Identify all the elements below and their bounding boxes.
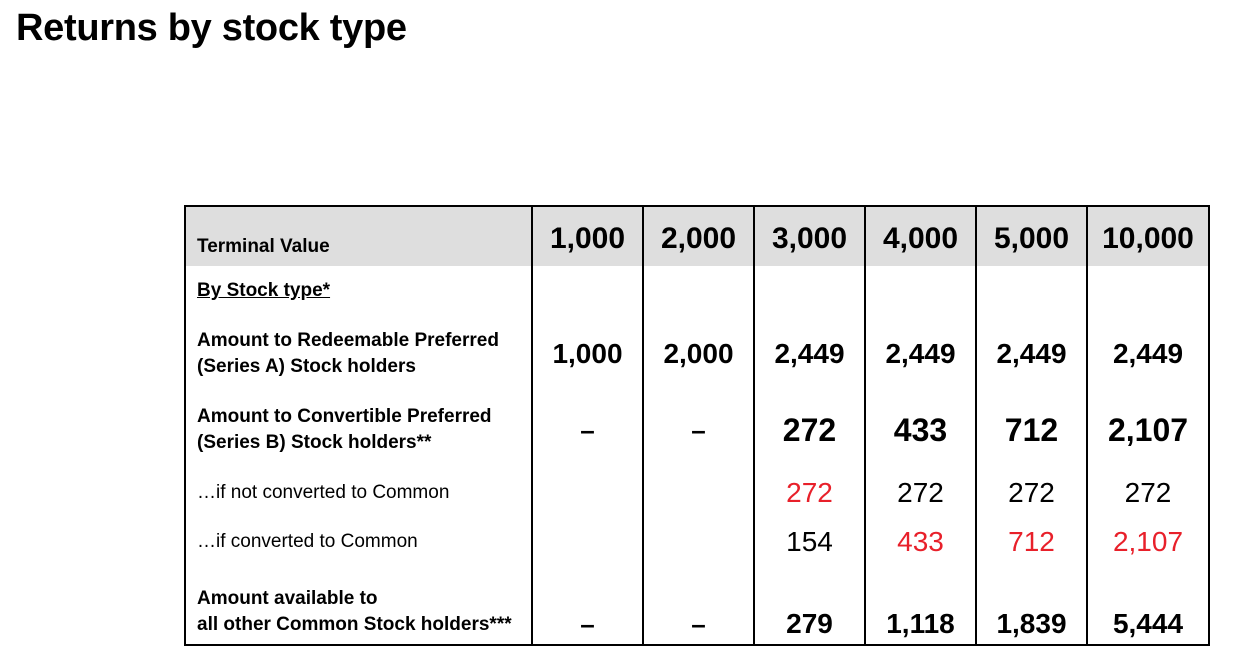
series-a-label: Amount to Redeemable Preferred (Series A…	[197, 330, 499, 377]
returns-table: Terminal Value 1,000 2,000 3,000 4,000 5…	[184, 205, 1210, 646]
table-cell: 433	[864, 518, 976, 566]
table-cell: 1,839	[975, 566, 1087, 645]
terminal-value-3: 3,000	[753, 206, 865, 266]
table-cell: 2,449	[975, 316, 1087, 392]
terminal-value-2: 2,000	[642, 206, 754, 266]
table-cell: 2,000	[642, 316, 754, 392]
table-cell: 272	[753, 392, 865, 468]
not-converted-label: …if not converted to Common	[197, 482, 450, 503]
table-cell: 2,449	[753, 316, 865, 392]
table-cell: 1,000	[531, 316, 643, 392]
table-cell: 712	[975, 392, 1087, 468]
section-subtitle-row: By Stock type*	[185, 266, 1209, 316]
table-cell	[642, 468, 754, 518]
table-row: …if not converted to Common 272 272 272 …	[185, 468, 1209, 518]
terminal-value-6: 10,000	[1086, 206, 1209, 266]
table-cell: 2,449	[864, 316, 976, 392]
table-cell: 2,449	[1086, 316, 1209, 392]
table-cell: 2,107	[1086, 392, 1209, 468]
table-cell: 2,107	[1086, 518, 1209, 566]
table-cell	[531, 468, 643, 518]
table-cell: –	[642, 566, 754, 645]
table-cell: –	[531, 566, 643, 645]
terminal-value-1: 1,000	[531, 206, 643, 266]
table-cell: 272	[1086, 468, 1209, 518]
table-cell: –	[531, 392, 643, 468]
table-cell: 5,444	[1086, 566, 1209, 645]
table-cell: 1,118	[864, 566, 976, 645]
table-cell: 712	[975, 518, 1087, 566]
table-row: Amount to Redeemable Preferred (Series A…	[185, 316, 1209, 392]
table-cell: 279	[753, 566, 865, 645]
table-cell	[531, 518, 643, 566]
table-cell: 272	[864, 468, 976, 518]
terminal-value-4: 4,000	[864, 206, 976, 266]
common-stock-label: Amount available to all other Common Sto…	[197, 588, 512, 635]
table-cell: 154	[753, 518, 865, 566]
series-b-label: Amount to Convertible Preferred (Series …	[197, 406, 492, 453]
table-row: Amount available to all other Common Sto…	[185, 566, 1209, 645]
table-header-row: Terminal Value 1,000 2,000 3,000 4,000 5…	[185, 206, 1209, 266]
converted-label: …if converted to Common	[197, 531, 418, 552]
page-title: Returns by stock type	[16, 7, 407, 49]
terminal-value-5: 5,000	[975, 206, 1087, 266]
table-row: …if converted to Common 154 433 712 2,10…	[185, 518, 1209, 566]
table-cell: 433	[864, 392, 976, 468]
table-cell: 272	[753, 468, 865, 518]
table-cell: 272	[975, 468, 1087, 518]
table-cell: –	[642, 392, 754, 468]
table-cell	[642, 518, 754, 566]
terminal-value-label: Terminal Value	[185, 206, 532, 266]
table-row: Amount to Convertible Preferred (Series …	[185, 392, 1209, 468]
by-stock-type-label: By Stock type*	[197, 280, 331, 301]
